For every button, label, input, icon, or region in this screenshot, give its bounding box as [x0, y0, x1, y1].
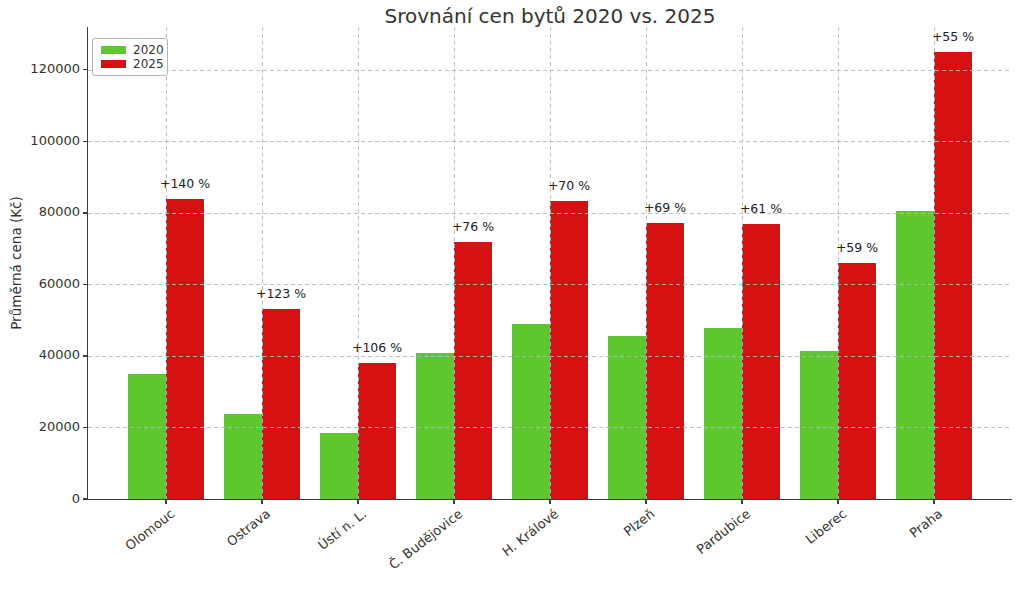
y-axis-label: Průměrná cena (Kč) — [8, 163, 28, 363]
bar-2020-olomouc — [128, 374, 166, 499]
legend-item-2025: 2025 — [101, 57, 159, 71]
bar-2020-pardubice — [704, 328, 742, 499]
legend-swatch-2020 — [101, 46, 126, 54]
bar-2025-ostrava — [262, 309, 300, 499]
legend-label-2020: 2020 — [133, 43, 164, 57]
bar-2020-liberec — [800, 351, 838, 499]
bar-chart-figure: Srovnání cen bytů 2020 vs. 2025 Průměrná… — [0, 0, 1024, 594]
annotation-h-kralove: +70 % — [509, 178, 629, 193]
annotation-c-budejovice: +76 % — [413, 219, 533, 234]
annotation-praha: +55 % — [893, 29, 1013, 44]
y-tick-label-20000: 20000 — [2, 419, 80, 434]
bar-2025-pardubice — [742, 224, 780, 499]
bar-2020-usti-n-l — [320, 433, 358, 499]
annotation-liberec: +59 % — [797, 240, 917, 255]
bar-2025-h-kralove — [550, 201, 588, 499]
bar-2025-c-budejovice — [454, 242, 492, 499]
bar-2020-h-kralove — [512, 324, 550, 499]
bar-2020-c-budejovice — [416, 353, 454, 499]
annotation-olomouc: +140 % — [125, 176, 245, 191]
gridline-v-plzen — [646, 27, 647, 499]
legend-label-2025: 2025 — [133, 57, 164, 71]
legend: 2020 2025 — [92, 38, 168, 76]
bar-2025-usti-n-l — [358, 363, 396, 499]
gridline-v-c-budejovice — [454, 27, 455, 499]
gridline-v-olomouc — [166, 27, 167, 499]
legend-swatch-2025 — [101, 60, 126, 68]
x-tick-label-olomouc: Olomouc — [10, 506, 177, 594]
y-tick-label-0: 0 — [2, 491, 80, 506]
annotation-pardubice: +61 % — [701, 201, 821, 216]
gridline-v-pardubice — [742, 27, 743, 499]
y-tick-label-100000: 100000 — [2, 133, 80, 148]
bar-2025-praha — [934, 52, 972, 499]
annotation-usti-n-l: +106 % — [317, 340, 437, 355]
chart-title: Srovnání cen bytů 2020 vs. 2025 — [88, 4, 1012, 28]
legend-item-2020: 2020 — [101, 43, 159, 57]
plot-area: 020000400006000080000100000120000Olomouc… — [0, 0, 1024, 594]
y-axis-spine — [87, 27, 88, 499]
bar-2025-plzen — [646, 223, 684, 499]
gridline-v-usti-n-l — [358, 27, 359, 499]
annotation-ostrava: +123 % — [221, 286, 341, 301]
y-tick-label-120000: 120000 — [2, 61, 80, 76]
bar-2025-liberec — [838, 263, 876, 499]
x-axis-spine — [87, 499, 1012, 500]
gridline-v-liberec — [838, 27, 839, 499]
gridline-v-praha — [934, 27, 935, 499]
gridline-v-h-kralove — [550, 27, 551, 499]
bar-2020-plzen — [608, 336, 646, 499]
bar-2025-olomouc — [166, 199, 204, 499]
gridline-v-ostrava — [262, 27, 263, 499]
